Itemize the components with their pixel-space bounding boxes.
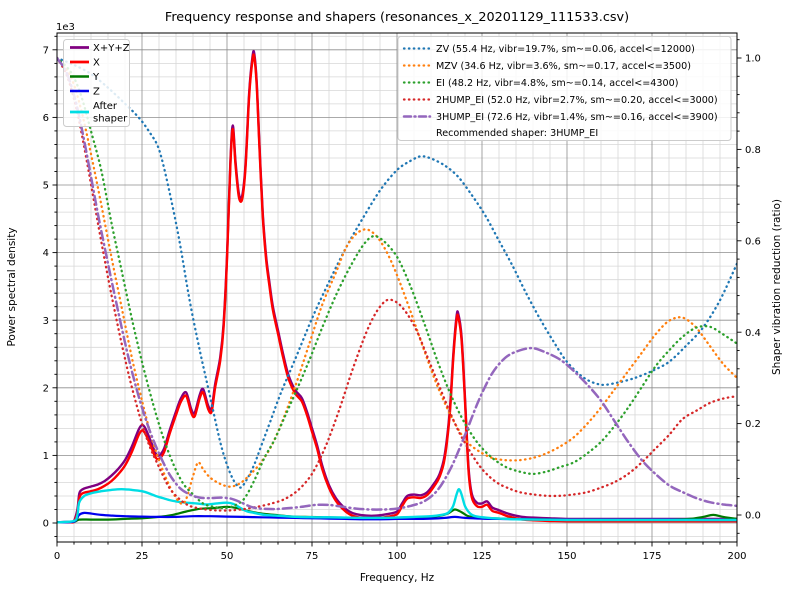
legend-label-x-y-z: X+Y+Z	[93, 43, 130, 54]
legend-label-x: X	[93, 58, 100, 69]
axis-tick-labels: 0 25 50 75 100 125 150 175 200 0 1 2 3 4 5 6 7 0.0 0.2 0.4 0…	[43, 45, 761, 562]
left-tick-label: 3	[43, 316, 49, 327]
series-line-zv	[57, 56, 737, 489]
legend-entry-zv: ZV (55.4 Hz, vibr=19.7%, sm~=0.06, accel…	[402, 44, 695, 55]
series-line-after-shaper	[57, 488, 737, 524]
left-tick-label: 7	[43, 45, 49, 56]
right-tick-label: 0.6	[745, 236, 761, 247]
series-line-2hump-ei	[57, 56, 737, 512]
legend-entry-ei: EI (48.2 Hz, vibr=4.8%, sm~=0.14, accel<…	[402, 78, 678, 89]
right-tick-label: 0.0	[745, 511, 761, 522]
left-tick-label: 1	[43, 451, 49, 462]
legend-label-after-shaper: After	[93, 101, 118, 112]
left-axis-label: Power spectral density	[6, 227, 18, 346]
psd-legend: X+Y+Z XYZ After shaper	[63, 39, 130, 127]
x-tick-label: 175	[642, 551, 661, 562]
legend-entry-y: Y	[70, 72, 100, 83]
right-tick-label: 0.8	[745, 145, 761, 156]
legend-label-2hump-ei: 2HUMP_EI (52.0 Hz, vibr=2.7%, sm~=0.20, …	[436, 95, 718, 106]
right-tick-label: 1.0	[745, 54, 761, 65]
right-tick-label: 0.4	[745, 328, 761, 339]
legend-label-ei: EI (48.2 Hz, vibr=4.8%, sm~=0.14, accel<…	[436, 78, 678, 89]
series-line-3hump-ei	[57, 56, 737, 511]
x-tick-label: 200	[727, 551, 746, 562]
x-tick-label: 25	[136, 551, 149, 562]
legend-entry-after-shaper: After shaper	[70, 101, 128, 125]
chart-title: Frequency response and shapers (resonanc…	[165, 10, 629, 25]
legend-label-3hump-ei: 3HUMP_EI (72.6 Hz, vibr=1.4%, sm~=0.16, …	[436, 112, 718, 123]
legend-entry-3hump-ei: 3HUMP_EI (72.6 Hz, vibr=1.4%, sm~=0.16, …	[402, 112, 718, 123]
legend-entry-x: X	[70, 58, 100, 69]
left-tick-label: 5	[43, 181, 49, 192]
series-lines	[57, 49, 737, 524]
right-axis-label: Shaper vibration reduction (ratio)	[771, 199, 783, 375]
x-tick-label: 50	[221, 551, 234, 562]
shaper-legend-box	[397, 36, 732, 141]
legend-entry-2hump-ei: 2HUMP_EI (52.0 Hz, vibr=2.7%, sm~=0.20, …	[402, 95, 718, 106]
series-line-x	[57, 53, 737, 524]
shaper-legend: ZV (55.4 Hz, vibr=19.7%, sm~=0.06, accel…	[397, 36, 732, 141]
legend-label-y: Y	[92, 72, 100, 83]
right-tick-label: 0.2	[745, 419, 761, 430]
left-tick-label: 6	[43, 113, 49, 124]
x-axis-label: Frequency, Hz	[360, 572, 435, 584]
left-tick-label: 0	[43, 519, 49, 530]
legend-recommended-shaper: Recommended shaper: 3HUMP_EI	[436, 128, 598, 139]
x-tick-label: 100	[387, 551, 406, 562]
axis-ticks	[52, 35, 742, 547]
legend-entry-z: Z	[70, 87, 100, 98]
left-tick-label: 4	[43, 248, 49, 259]
x-tick-label: 125	[472, 551, 491, 562]
legend-label-after-shaper: shaper	[93, 114, 128, 125]
x-tick-label: 150	[557, 551, 576, 562]
legend-label-mzv: MZV (34.6 Hz, vibr=3.6%, sm~=0.17, accel…	[436, 61, 691, 72]
left-axis-offset-label: 1e3	[56, 22, 75, 33]
legend-label-zv: ZV (55.4 Hz, vibr=19.7%, sm~=0.06, accel…	[436, 44, 695, 55]
left-tick-label: 2	[43, 383, 49, 394]
x-tick-label: 75	[306, 551, 319, 562]
legend-entry-mzv: MZV (34.6 Hz, vibr=3.6%, sm~=0.17, accel…	[402, 61, 691, 72]
x-tick-label: 0	[54, 551, 60, 562]
legend-label-z: Z	[93, 87, 100, 98]
legend-entry-x-y-z: X+Y+Z	[70, 43, 130, 54]
